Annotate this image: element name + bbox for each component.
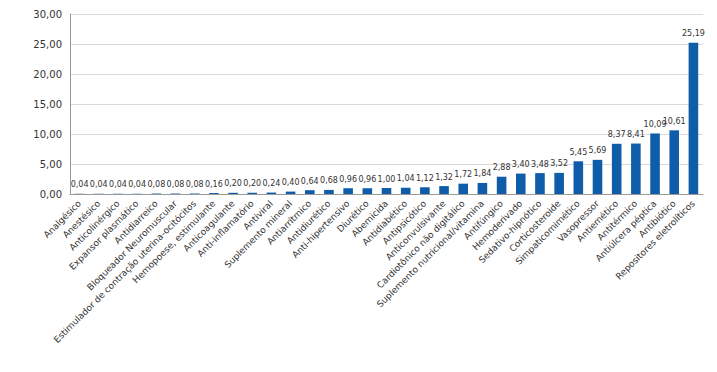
svg-text:1,00: 1,00 — [378, 175, 396, 184]
svg-text:Anticolinérgico: Anticolinérgico — [67, 198, 122, 253]
svg-text:Suplemento mineral: Suplemento mineral — [222, 198, 295, 270]
svg-text:Corticosteroide: Corticosteroide — [507, 198, 563, 254]
svg-text:Expansor plasmático: Expansor plasmático — [67, 198, 141, 272]
svg-text:Suplemento nutricional/vitamin: Suplemento nutricional/vitamina — [375, 198, 486, 309]
svg-text:1,12: 1,12 — [416, 174, 434, 183]
svg-text:Antibiótico: Antibiótico — [636, 198, 678, 240]
svg-text:3,52: 3,52 — [550, 159, 568, 168]
svg-text:5,45: 5,45 — [569, 148, 587, 157]
svg-text:Anti-hipertensivo: Anti-hipertensivo — [290, 198, 352, 260]
svg-text:0,64: 0,64 — [301, 177, 319, 186]
svg-text:Cardiotônico não digitálico: Cardiotônico não digitálico — [375, 198, 467, 290]
svg-text:Antiarrítmico: Antiarrítmico — [265, 198, 314, 247]
svg-text:Antidiarreico: Antidiarreico — [112, 198, 160, 246]
svg-text:8,37: 8,37 — [608, 130, 626, 139]
svg-text:Estimulador de contração uteri: Estimulador de contração uterina-ocitóci… — [52, 198, 199, 345]
svg-text:0,16: 0,16 — [205, 180, 223, 189]
svg-text:0,00: 0,00 — [40, 189, 62, 200]
svg-text:0,04: 0,04 — [71, 180, 89, 189]
svg-text:30,00: 30,00 — [33, 9, 62, 20]
svg-text:0,08: 0,08 — [167, 180, 185, 189]
svg-text:10,61: 10,61 — [663, 117, 686, 126]
svg-text:0,96: 0,96 — [339, 175, 357, 184]
svg-text:Antipsicótico: Antipsicótico — [380, 198, 429, 247]
svg-text:Abemicida: Abemicida — [349, 198, 390, 239]
svg-text:5,00: 5,00 — [40, 159, 62, 170]
svg-text:0,20: 0,20 — [224, 179, 242, 188]
svg-text:Hemopoese, estimulante: Hemopoese, estimulante — [130, 198, 218, 286]
svg-text:Vasopressor: Vasopressor — [555, 198, 601, 244]
svg-text:Analgésico: Analgésico — [41, 198, 84, 240]
svg-text:5,69: 5,69 — [589, 146, 607, 155]
svg-text:8,41: 8,41 — [627, 130, 645, 139]
svg-text:Antidiabético: Antidiabético — [360, 198, 410, 248]
svg-text:Antitérmico: Antitérmico — [595, 198, 640, 243]
svg-text:25,19: 25,19 — [682, 29, 705, 38]
svg-text:Anticoagulante: Anticoagulante — [181, 198, 237, 254]
svg-text:Antiúlcera péptica: Antiúlcera péptica — [593, 198, 659, 264]
svg-text:Bloqueador Neuromuscular: Bloqueador Neuromuscular — [85, 198, 179, 293]
svg-text:10,00: 10,00 — [33, 129, 62, 140]
svg-text:1,32: 1,32 — [435, 173, 453, 182]
svg-text:0,20: 0,20 — [243, 179, 261, 188]
svg-text:0,04: 0,04 — [90, 180, 108, 189]
svg-text:Repositores eletrolíticos: Repositores eletrolíticos — [614, 198, 697, 281]
svg-text:Anti-inflamatório: Anti-inflamatório — [195, 198, 256, 259]
svg-text:15,00: 15,00 — [33, 99, 62, 110]
svg-text:20,00: 20,00 — [33, 69, 62, 80]
svg-text:Diurético: Diurético — [335, 198, 371, 235]
svg-text:2,88: 2,88 — [493, 163, 511, 172]
svg-text:Anticonvulsivante: Anticonvulsivante — [383, 198, 448, 263]
svg-text:Hemoderivado: Hemoderivado — [470, 198, 525, 253]
svg-text:1,84: 1,84 — [474, 169, 492, 178]
svg-text:0,96: 0,96 — [358, 175, 376, 184]
svg-text:0,08: 0,08 — [186, 180, 204, 189]
svg-text:Simpaticomimético: Simpaticomimético — [513, 198, 582, 267]
svg-text:0,68: 0,68 — [320, 176, 338, 185]
svg-text:0,40: 0,40 — [282, 178, 300, 187]
svg-text:25,00: 25,00 — [33, 39, 62, 50]
svg-text:Sedativo-hipnótico: Sedativo-hipnótico — [476, 198, 544, 266]
svg-text:0,04: 0,04 — [128, 180, 146, 189]
svg-text:3,40: 3,40 — [512, 160, 530, 169]
svg-text:10,09: 10,09 — [643, 120, 667, 129]
svg-text:3,48: 3,48 — [531, 160, 549, 169]
svg-text:Antifúngico: Antifúngico — [462, 198, 506, 242]
svg-text:Antiviral: Antiviral — [241, 198, 275, 232]
svg-text:1,04: 1,04 — [397, 174, 415, 183]
svg-text:Anestésico: Anestésico — [60, 198, 103, 240]
svg-text:1,72: 1,72 — [454, 170, 472, 179]
svg-text:0,04: 0,04 — [109, 180, 127, 189]
svg-text:Antidiurético: Antidiurético — [284, 198, 333, 246]
svg-text:0,08: 0,08 — [147, 180, 165, 189]
svg-text:Antiemético: Antiemético — [574, 198, 621, 244]
svg-text:0,24: 0,24 — [263, 179, 281, 188]
